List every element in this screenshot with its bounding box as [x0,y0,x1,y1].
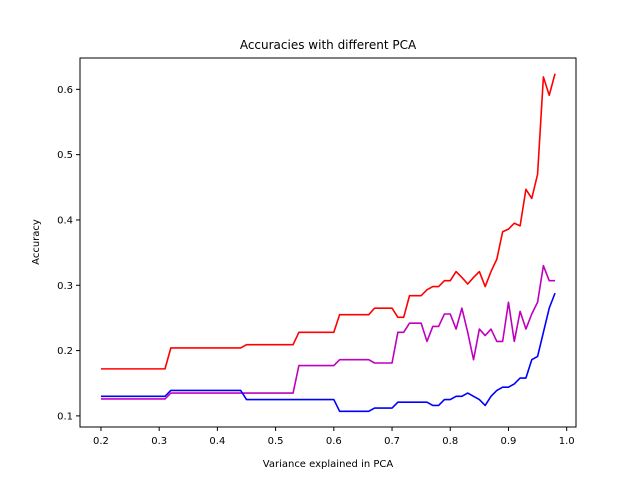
x-axis: 0.2 0.3 0.4 0.5 0.6 0.7 0.8 0.9 1.0 [93,427,575,447]
chart-title: Accuracies with different PCA [240,38,417,52]
y-tick-label: 0.5 [57,150,73,161]
x-tick-label: 0.9 [501,436,517,447]
plot-area [79,57,577,428]
x-tick-label: 0.5 [268,436,284,447]
y-axis: 0.1 0.2 0.3 0.4 0.5 0.6 [57,85,80,422]
series-line-1 [100,73,556,370]
series-line-3 [100,292,556,413]
series-layer [100,73,556,413]
y-axis-label: Accuracy [31,219,42,265]
x-tick-label: 0.6 [326,436,342,447]
x-tick-label: 0.8 [442,436,458,447]
x-tick-label: 0.3 [151,436,167,447]
y-tick-label: 0.1 [57,411,73,422]
y-tick-label: 0.2 [57,346,73,357]
y-tick-label: 0.4 [57,215,73,226]
y-tick-label: 0.3 [57,281,73,292]
axes-frame [79,57,577,428]
x-tick-label: 0.2 [93,436,109,447]
y-tick-label: 0.6 [57,85,73,96]
x-tick-label: 1.0 [559,436,575,447]
x-tick-label: 0.4 [209,436,225,447]
series-line-2 [100,264,556,400]
x-tick-label: 0.7 [384,436,400,447]
x-axis-label: Variance explained in PCA [263,459,394,470]
